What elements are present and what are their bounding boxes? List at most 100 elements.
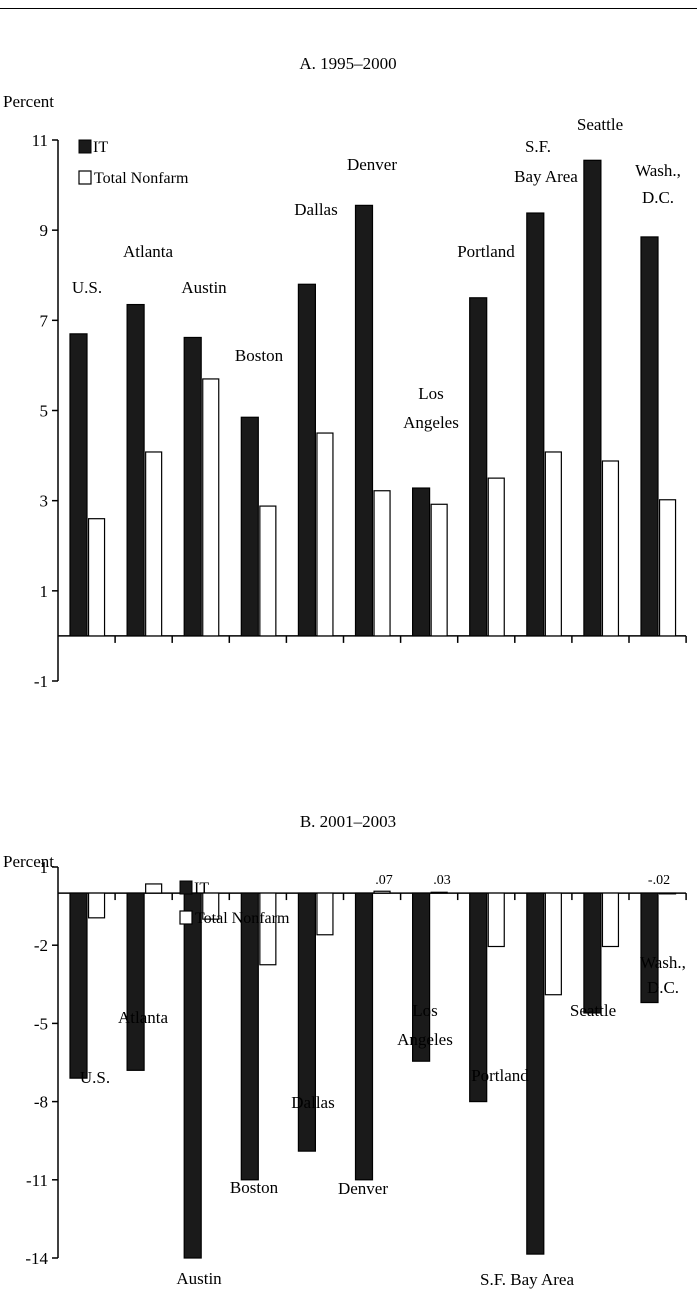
category-label: D.C. bbox=[642, 188, 674, 207]
y-tick-label: -14 bbox=[25, 1249, 48, 1268]
category-label: Seattle bbox=[577, 115, 623, 134]
bar-it bbox=[183, 336, 202, 637]
bar-total-nonfarm bbox=[202, 892, 220, 920]
bar-total-nonfarm bbox=[316, 432, 334, 637]
legend-swatch-total-nonfarm bbox=[78, 170, 92, 185]
bar-total-nonfarm bbox=[601, 892, 620, 948]
bar-it bbox=[69, 333, 88, 637]
bar-total-nonfarm bbox=[430, 891, 448, 894]
category-label: Dallas bbox=[294, 200, 337, 219]
bar-it bbox=[297, 892, 316, 1152]
chart-title: B. 2001–2003 bbox=[300, 812, 396, 831]
y-tick-label: -1 bbox=[34, 672, 48, 691]
bar-total-nonfarm bbox=[487, 477, 505, 637]
bar-total-nonfarm bbox=[373, 890, 391, 894]
bar-total-nonfarm bbox=[259, 892, 277, 966]
bar-it bbox=[240, 892, 259, 1181]
bar-total-nonfarm bbox=[145, 883, 163, 894]
bar-it bbox=[354, 892, 374, 1181]
y-tick-label: 5 bbox=[40, 402, 49, 421]
legend-swatch-it bbox=[179, 880, 193, 895]
bar-it bbox=[526, 212, 545, 637]
bar-it bbox=[469, 892, 488, 1103]
bar-it bbox=[412, 487, 431, 637]
y-axis-label: Percent bbox=[3, 852, 54, 871]
category-label: Austin bbox=[176, 1269, 222, 1288]
legend-label-it: IT bbox=[93, 139, 108, 156]
bar-it bbox=[640, 892, 659, 1004]
bar-it bbox=[640, 236, 659, 637]
bar-it bbox=[69, 892, 88, 1079]
bar-total-nonfarm bbox=[601, 460, 620, 637]
bar-it bbox=[469, 297, 488, 637]
chart-title: A. 1995–2000 bbox=[299, 54, 396, 73]
category-label: Angeles bbox=[397, 1030, 453, 1049]
bar-total-nonfarm bbox=[658, 499, 677, 637]
category-label: U.S. bbox=[80, 1068, 110, 1087]
y-tick-label: 1 bbox=[40, 582, 49, 601]
y-tick-label: 9 bbox=[40, 221, 49, 240]
category-label: Atlanta bbox=[123, 242, 173, 261]
bar-it bbox=[583, 892, 602, 1014]
category-label: U.S. bbox=[72, 278, 102, 297]
category-label: Portland bbox=[457, 242, 515, 261]
bar-it bbox=[526, 892, 545, 1255]
category-label: Los bbox=[412, 1001, 438, 1020]
data-label: .03 bbox=[433, 873, 451, 888]
bar-total-nonfarm bbox=[544, 451, 562, 637]
bar-total-nonfarm bbox=[87, 892, 106, 919]
bar-total-nonfarm bbox=[430, 503, 448, 637]
category-label: Boston bbox=[235, 346, 284, 365]
y-tick-label: 1 bbox=[40, 858, 49, 877]
y-tick-label: -2 bbox=[34, 936, 48, 955]
y-tick-label: 7 bbox=[40, 311, 49, 330]
category-label: Boston bbox=[230, 1178, 279, 1197]
top-rule bbox=[0, 8, 697, 9]
category-label: Portland bbox=[471, 1066, 529, 1085]
category-label: Denver bbox=[347, 155, 397, 174]
data-label: .07 bbox=[375, 873, 393, 888]
category-label: S.F. bbox=[525, 137, 551, 156]
bar-total-nonfarm bbox=[487, 892, 505, 948]
legend-swatch-it bbox=[78, 139, 92, 154]
legend-label-it: IT bbox=[194, 880, 209, 897]
category-label: Denver bbox=[338, 1179, 388, 1198]
y-tick-label: -11 bbox=[26, 1171, 48, 1190]
bar-total-nonfarm bbox=[373, 490, 391, 637]
category-label: Bay Area bbox=[514, 167, 578, 186]
bar-total-nonfarm bbox=[259, 505, 277, 637]
category-label: Wash., bbox=[635, 161, 681, 180]
bar-total-nonfarm bbox=[544, 892, 562, 996]
bar-it bbox=[583, 159, 602, 637]
legend-swatch-total-nonfarm bbox=[179, 910, 193, 925]
category-label: Wash., bbox=[640, 953, 686, 972]
category-label: Angeles bbox=[403, 413, 459, 432]
y-tick-label: -5 bbox=[34, 1014, 48, 1033]
category-label: Atlanta bbox=[118, 1008, 168, 1027]
bar-it bbox=[126, 303, 145, 637]
bar-it bbox=[354, 204, 374, 637]
bar-total-nonfarm bbox=[202, 378, 220, 637]
bar-total-nonfarm bbox=[87, 518, 106, 637]
y-tick-label: 11 bbox=[32, 131, 48, 150]
bar-it bbox=[412, 892, 431, 1062]
y-axis-label: Percent bbox=[3, 92, 54, 111]
bar-it bbox=[240, 416, 259, 637]
y-tick-label: -8 bbox=[34, 1093, 48, 1112]
legend-label-total-nonfarm: Total Nonfarm bbox=[195, 910, 290, 927]
bar-total-nonfarm bbox=[658, 892, 677, 895]
data-label: -.02 bbox=[648, 873, 670, 888]
category-label: D.C. bbox=[647, 978, 679, 997]
category-label: Los bbox=[418, 384, 444, 403]
y-tick-label: 3 bbox=[40, 492, 49, 511]
category-label: S.F. Bay Area bbox=[480, 1270, 574, 1289]
category-label: Dallas bbox=[291, 1093, 334, 1112]
bar-total-nonfarm bbox=[145, 451, 163, 637]
category-label: Austin bbox=[181, 278, 227, 297]
bar-it bbox=[126, 892, 145, 1071]
bar-it bbox=[297, 283, 316, 637]
category-label: Seattle bbox=[570, 1001, 616, 1020]
bar-total-nonfarm bbox=[316, 892, 334, 936]
legend-label-total-nonfarm: Total Nonfarm bbox=[94, 170, 189, 187]
